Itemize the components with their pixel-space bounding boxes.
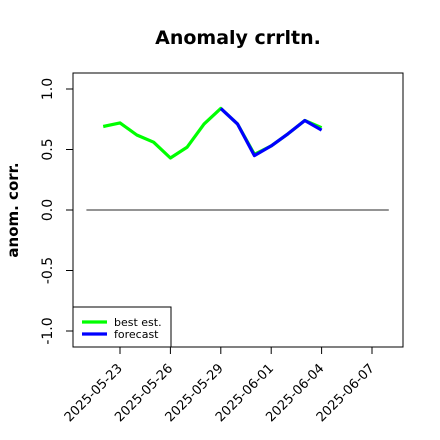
series-line-forecast [219, 107, 323, 158]
y-tick-label: -1.0 [40, 317, 56, 344]
y-tick-label: 0.5 [40, 138, 56, 160]
legend-label: best est. [114, 316, 162, 329]
legend-box [72, 306, 172, 348]
y-axis-label: anom. corr. [4, 162, 22, 257]
legend-label: forecast [114, 328, 159, 341]
legend: best est.forecast [72, 306, 172, 348]
y-tick-label: 1.0 [40, 78, 56, 100]
chart-title: Anomaly crrltn. [155, 27, 321, 49]
y-tick-label: 0.0 [40, 199, 56, 221]
y-tick-label: -0.5 [40, 257, 56, 284]
plot-area: -1.0-0.50.00.51.02025-05-232025-05-26202… [40, 72, 404, 425]
